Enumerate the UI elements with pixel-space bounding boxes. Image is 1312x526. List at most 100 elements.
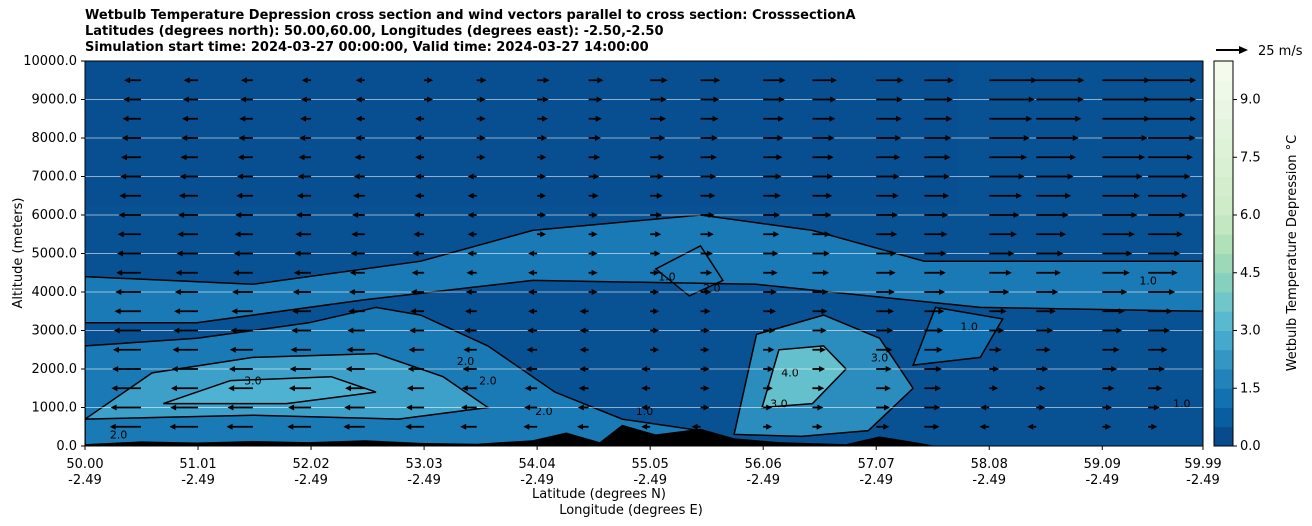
x-tick-label-lon: -2.49 xyxy=(746,473,780,488)
wind-vector xyxy=(763,135,784,141)
wind-vector xyxy=(169,423,199,430)
wind-vector xyxy=(124,77,141,84)
wind-vector xyxy=(989,385,999,392)
wind-vector xyxy=(812,423,823,430)
wind-vector xyxy=(1148,289,1176,295)
wind-vector xyxy=(1102,346,1120,353)
wind-vector xyxy=(466,269,477,276)
wind-vector xyxy=(1036,115,1082,122)
wind-vector xyxy=(650,269,660,276)
wind-vector xyxy=(413,231,425,238)
wind-vector xyxy=(924,192,950,199)
wind-vector xyxy=(411,269,425,276)
wind-vector xyxy=(876,366,892,372)
wind-vector xyxy=(294,250,312,257)
wind-vector xyxy=(588,135,601,141)
wind-vector xyxy=(588,115,602,122)
wind-vector xyxy=(700,135,718,141)
wind-vector xyxy=(1148,250,1181,257)
wind-vector xyxy=(1102,212,1138,218)
wind-vector xyxy=(414,192,425,199)
x-tick-label-lon: -2.49 xyxy=(294,473,328,488)
wind-vector xyxy=(1148,269,1178,276)
wind-vector xyxy=(355,135,365,141)
wind-vector xyxy=(876,135,902,141)
wind-vector xyxy=(1036,327,1054,334)
wind-vector xyxy=(812,231,831,238)
chart-title-line-2: Latitudes (degrees north): 50.00,60.00, … xyxy=(85,24,664,39)
wind-vector xyxy=(240,77,253,84)
wind-vector xyxy=(700,77,721,84)
wind-vector xyxy=(170,404,199,411)
wind-vector xyxy=(700,269,713,276)
colorbar-band xyxy=(1214,80,1233,100)
wind-vector xyxy=(989,212,1020,218)
wind-vector xyxy=(476,96,486,103)
wind-vector xyxy=(1102,423,1112,430)
y-tick-label: 0.0 xyxy=(56,439,77,454)
wind-vector xyxy=(61,193,85,199)
contour-line xyxy=(85,214,1203,324)
wind-vector xyxy=(348,289,365,295)
wind-vector xyxy=(924,289,946,295)
wind-vector xyxy=(763,192,781,199)
wind-vector xyxy=(650,231,662,238)
wind-vector xyxy=(63,154,85,160)
wind-vector xyxy=(1148,154,1193,161)
wind-vector xyxy=(1102,154,1146,161)
colorbar-band xyxy=(1214,426,1233,447)
wind-vector xyxy=(1036,231,1066,238)
wind-vector xyxy=(1102,173,1143,180)
wind-vector xyxy=(537,192,547,199)
colorbar-band xyxy=(1214,388,1233,408)
wind-vector xyxy=(1148,135,1196,141)
wind-vector xyxy=(292,289,312,295)
wind-vector xyxy=(1148,366,1165,372)
wind-vector xyxy=(116,269,141,276)
contour-label: 2.0 xyxy=(479,374,497,387)
wind-vector xyxy=(407,366,425,372)
wind-vector xyxy=(579,327,589,334)
wind-vector xyxy=(347,327,365,334)
colorbar-tick-label: 0.0 xyxy=(1240,439,1261,454)
wind-vector xyxy=(876,308,895,315)
wind-vector xyxy=(989,154,1028,161)
wind-vector xyxy=(588,96,603,103)
wind-vector xyxy=(700,154,717,161)
wind-vector xyxy=(300,115,312,122)
wind-vector xyxy=(812,404,824,411)
wind-vector xyxy=(763,212,781,218)
wind-vector xyxy=(350,250,365,257)
wind-vector xyxy=(172,346,199,353)
wind-vector xyxy=(700,327,710,334)
wind-vector xyxy=(989,192,1023,199)
wind-vector xyxy=(120,173,141,180)
y-tick-label: 3000.0 xyxy=(32,324,78,339)
wind-vector xyxy=(526,346,538,353)
wind-vector xyxy=(297,173,312,180)
wind-vector xyxy=(1148,423,1158,430)
contour-line xyxy=(163,375,377,405)
wind-vector xyxy=(353,173,365,180)
wind-vector xyxy=(1036,135,1079,141)
wind-vector xyxy=(691,423,701,430)
contour-label: 3.0 xyxy=(770,398,788,411)
wind-vector xyxy=(763,327,776,334)
wind-vector xyxy=(537,231,547,238)
x-tick-label-lat: 55.05 xyxy=(632,457,669,472)
colorbar-band xyxy=(1214,292,1233,312)
wind-vector xyxy=(763,289,777,295)
wind-vector xyxy=(345,366,365,372)
wind-vector xyxy=(700,212,715,218)
plot-area: 1.02.02.03.02.04.03.03.01.02.02.01.01.01… xyxy=(61,61,1203,446)
depression-region xyxy=(913,307,1003,366)
wind-vector xyxy=(291,327,312,334)
x-tick-label-lat: 53.03 xyxy=(405,457,442,472)
x-tick-label-lon: -2.49 xyxy=(181,473,215,488)
x-tick-label-lon: -2.49 xyxy=(68,473,102,488)
wind-vector xyxy=(876,269,896,276)
colorbar-band xyxy=(1214,272,1233,293)
wind-vector xyxy=(700,250,714,257)
wind-vector xyxy=(700,346,710,353)
